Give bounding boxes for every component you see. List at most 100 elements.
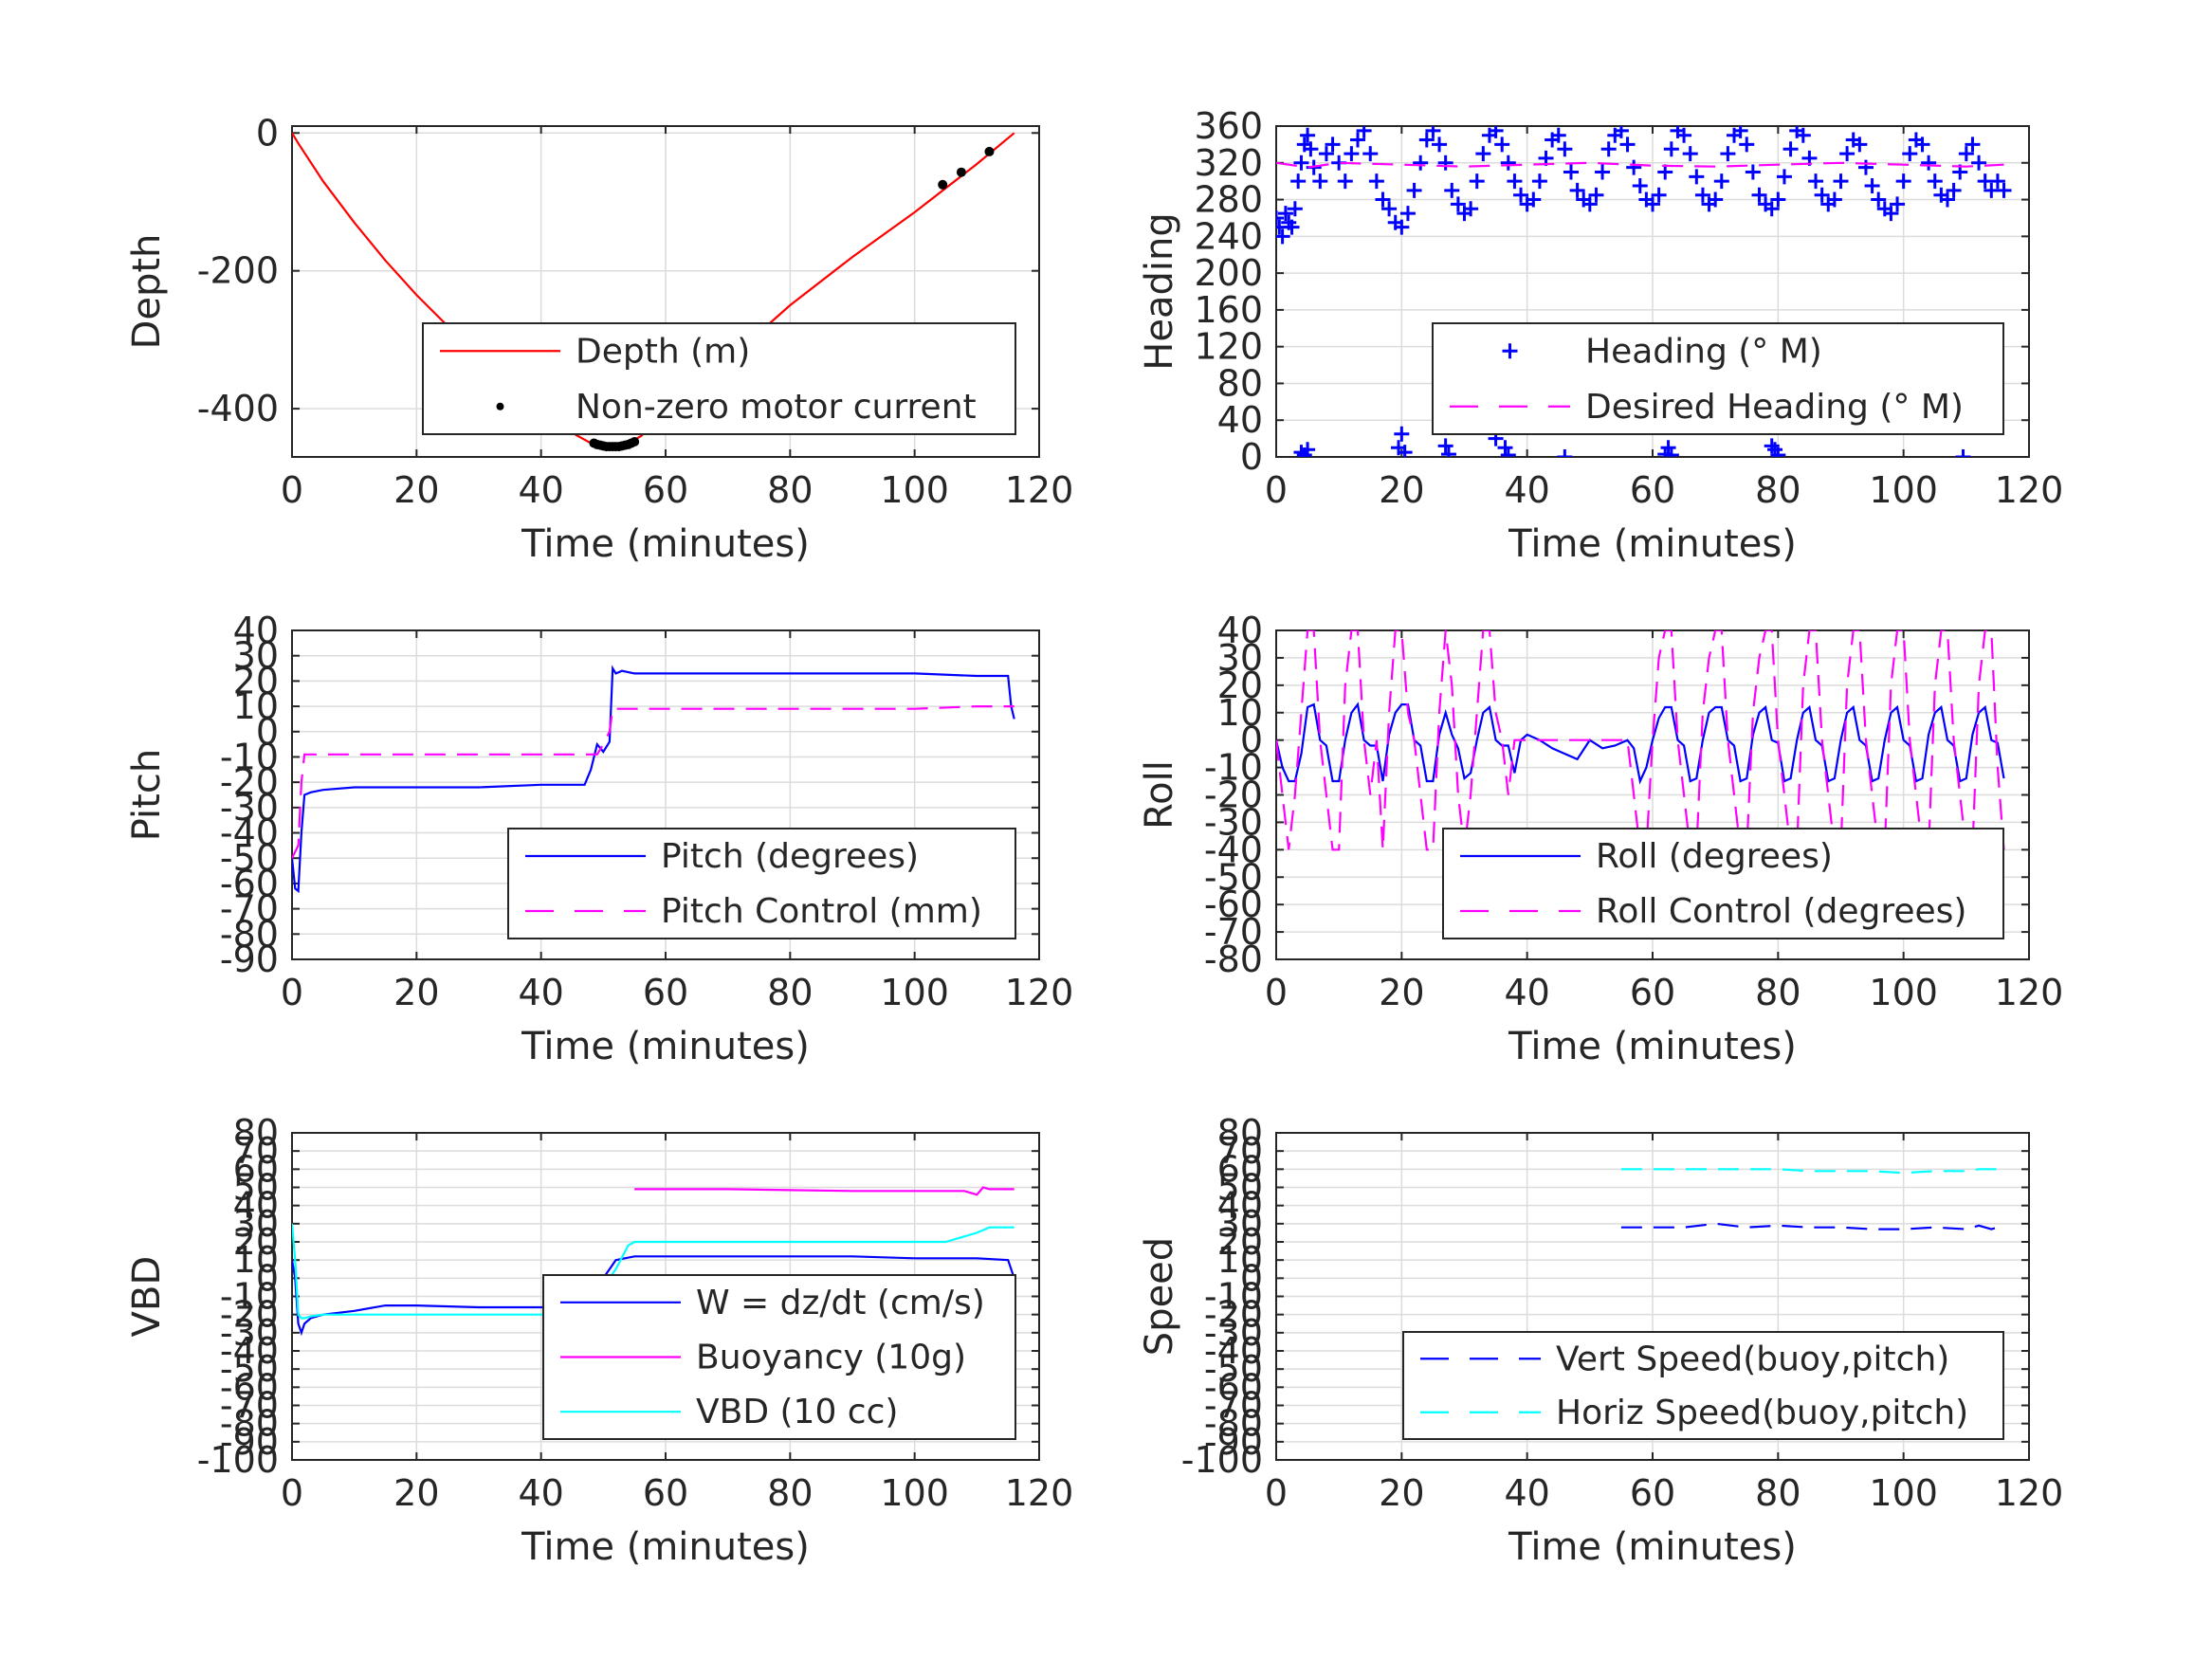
x-axis-label: Time (minutes) (1508, 522, 1797, 566)
x-tick-label: 0 (1265, 469, 1288, 511)
y-tick-label: -30 (1204, 801, 1263, 843)
data-point (1770, 447, 1786, 457)
x-tick-label: 80 (767, 972, 813, 1013)
data-point (1557, 141, 1573, 157)
y-tick-label: -70 (220, 888, 279, 930)
data-point (1368, 173, 1384, 190)
data-point (1381, 201, 1398, 217)
y-tick-label: -80 (220, 1403, 279, 1445)
y-tick-label: 0 (1240, 1257, 1263, 1299)
series-line (1620, 1168, 1998, 1175)
y-tick-label: -40 (220, 1330, 279, 1372)
data-point (1300, 442, 1316, 457)
data-point (1394, 219, 1410, 235)
y-tick-label: -60 (1204, 1366, 1263, 1408)
y-tick-label: -60 (1204, 884, 1263, 925)
data-point (1418, 132, 1435, 148)
y-tick-label: -50 (220, 1348, 279, 1390)
y-tick-label: -10 (220, 1276, 279, 1318)
data-point (1399, 206, 1416, 222)
y-tick-label: 0 (256, 1257, 279, 1299)
legend: Heading (° M) Desired Heading (° M) (1432, 322, 2004, 435)
data-point (1795, 127, 1811, 143)
data-point (1350, 132, 1366, 148)
data-point (1437, 155, 1453, 171)
data-point (984, 146, 995, 156)
legend-item: Horiz Speed(buoy,pitch) (1420, 1394, 1968, 1432)
y-tick-label: 0 (1240, 720, 1263, 761)
y-tick-label: -70 (220, 1385, 279, 1427)
x-tick-label: 80 (1755, 1472, 1801, 1514)
x-tick-label: 40 (518, 972, 563, 1013)
legend-label: Depth (m) (576, 332, 750, 371)
data-point (1344, 146, 1360, 162)
y-tick-label: 10 (233, 685, 279, 727)
x-tick-label: 100 (1869, 1472, 1938, 1514)
y-tick-label: -100 (197, 1439, 279, 1481)
legend-item: Buoyancy (10g) (560, 1339, 966, 1377)
data-point (1318, 146, 1334, 162)
data-point (1958, 146, 1974, 162)
x-axis-label: Time (minutes) (521, 522, 810, 566)
data-point (1507, 173, 1523, 190)
data-point (1808, 173, 1824, 190)
data-point (1356, 126, 1372, 138)
x-tick-label: 20 (1379, 1472, 1424, 1514)
series-line (292, 665, 1015, 894)
legend-item: Heading (° M) (1502, 332, 1822, 371)
y-tick-label: -50 (1204, 856, 1263, 898)
series-2 (634, 1186, 1015, 1196)
data-point (1406, 182, 1422, 198)
data-point (1300, 127, 1316, 143)
x-tick-label: 100 (1869, 469, 1938, 511)
series-1 (292, 665, 1015, 894)
data-point (1277, 206, 1293, 222)
data-point (1397, 445, 1413, 457)
data-point (1563, 164, 1579, 180)
x-tick-label: 40 (518, 469, 563, 511)
data-point (1500, 447, 1516, 457)
y-tick-label: 20 (1217, 1221, 1263, 1263)
data-point (1362, 146, 1379, 162)
data-point (1444, 182, 1460, 198)
x-tick-label: 40 (1504, 972, 1549, 1013)
series-line (292, 1223, 1015, 1320)
x-tick-label: 120 (1005, 469, 1074, 511)
subplot-2: 0 20 40 60 80 100 1200408012016020024028032036… (1138, 105, 2063, 566)
data-point (1290, 173, 1307, 190)
x-tick-label: 40 (1504, 1472, 1549, 1514)
data-point (1337, 173, 1353, 190)
data-point (1557, 449, 1573, 457)
legend-item: Roll Control (degrees) (1460, 892, 1966, 931)
plot-area (1276, 630, 2005, 851)
data-point (1713, 173, 1729, 190)
data-point (1375, 191, 1391, 208)
y-tick-label: 70 (233, 1130, 279, 1172)
subplot-1: 0 20 40 60 80 100 120 0 -200 -400 Time (minutes) De… (125, 112, 1073, 566)
data-point (1694, 187, 1710, 203)
y-tick-label: -400 (197, 388, 279, 429)
y-tick-label: 80 (1217, 362, 1263, 404)
data-point (1284, 219, 1300, 235)
plot-area (1620, 1168, 1999, 1231)
legend-item: Desired Heading (° M) (1450, 388, 1964, 427)
series-line (1276, 702, 2005, 785)
data-point (1989, 173, 2005, 190)
legend-box (1432, 322, 2004, 435)
x-tick-label: 20 (393, 972, 439, 1013)
y-tick-label: -30 (1204, 1312, 1263, 1354)
y-tick-label: 20 (233, 1221, 279, 1263)
legend-item: Pitch Control (mm) (525, 892, 982, 931)
data-point (1440, 447, 1456, 457)
x-tick-label: 80 (1755, 972, 1801, 1013)
y-tick-label: -80 (1204, 1403, 1263, 1445)
y-tick-label: -80 (220, 913, 279, 955)
data-point (1588, 187, 1604, 203)
data-point (1600, 141, 1617, 157)
y-tick-label: 20 (233, 660, 279, 702)
data-point (1657, 164, 1673, 180)
x-tick-label: 0 (1265, 1472, 1288, 1514)
plot-area (1276, 126, 2012, 457)
data-point (1581, 196, 1598, 212)
series-line (1276, 630, 2005, 851)
